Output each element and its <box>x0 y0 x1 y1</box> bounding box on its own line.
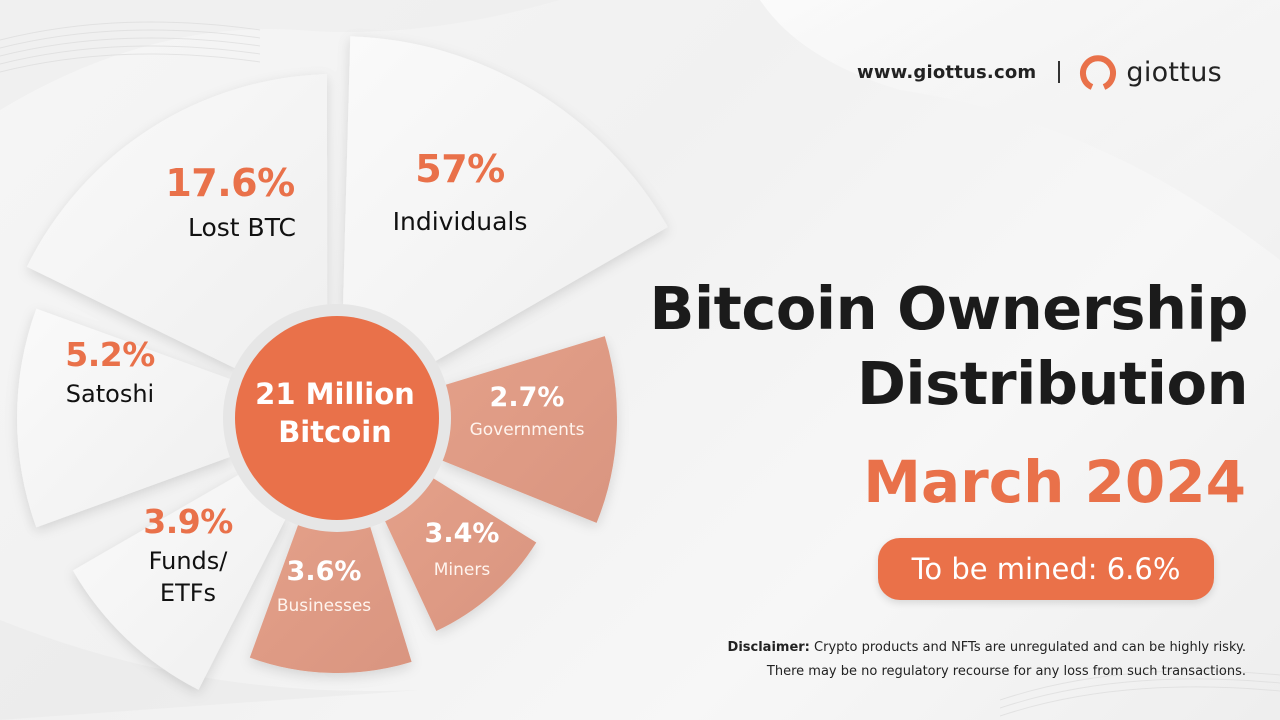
pct-miners: 3.4% <box>424 518 500 549</box>
pct-businesses: 3.6% <box>286 556 362 587</box>
giottus-logo-icon <box>1080 55 1117 90</box>
name-funds-etfs: Funds/ <box>148 547 228 575</box>
center-line-2: Bitcoin <box>278 414 392 449</box>
label-governments: 2.7% Governments <box>452 384 602 441</box>
label-lost-btc: 17.6% Lost BTC <box>140 164 320 243</box>
name-satoshi: Satoshi <box>65 380 155 408</box>
name-individuals: Individuals <box>392 207 528 236</box>
label-individuals: 57% Individuals <box>370 150 550 237</box>
pct-satoshi: 5.2% <box>65 335 155 374</box>
title-line-2: Distribution <box>856 348 1249 418</box>
title-line-1: Bitcoin Ownership <box>649 274 1248 343</box>
disclaimer-line-2: There may be no regulatory recourse for … <box>766 664 1246 679</box>
segment-miners <box>384 477 537 631</box>
segment-businesses <box>249 518 412 674</box>
segment-lost-btc <box>26 74 328 369</box>
center-label: 21 Million Bitcoin <box>235 376 435 451</box>
name-lost-btc: Lost BTC <box>188 213 296 242</box>
pct-lost-btc: 17.6% <box>165 161 295 205</box>
website-link[interactable]: www.giottus.com <box>857 61 1037 83</box>
pct-funds-etfs: 3.9% <box>143 502 233 541</box>
label-miners: 3.4% Miners <box>392 520 532 581</box>
segment-governments <box>440 336 618 523</box>
header: www.giottus.com giottus <box>857 52 1222 92</box>
name-miners: Miners <box>433 560 491 580</box>
center-line-1: 21 Million <box>255 377 415 411</box>
disclaimer-line-1: Crypto products and NFTs are unregulated… <box>814 640 1246 655</box>
name-businesses: Businesses <box>276 596 372 616</box>
disclaimer: Disclaimer: Crypto products and NFTs are… <box>728 636 1246 684</box>
name-funds-etfs-2: ETFs <box>159 578 217 607</box>
pct-governments: 2.7% <box>489 382 565 413</box>
brand-name: giottus <box>1126 56 1222 88</box>
name-governments: Governments <box>469 420 585 440</box>
segment-individuals <box>343 36 668 362</box>
page-title: Bitcoin Ownership Distribution <box>649 272 1248 422</box>
disclaimer-label: Disclaimer: <box>727 640 810 655</box>
to-be-mined-badge: To be mined: 6.6% <box>878 538 1214 600</box>
label-satoshi: 5.2% Satoshi <box>40 338 180 409</box>
label-funds-etfs: 3.9% Funds/ ETFs <box>118 505 258 609</box>
header-divider <box>1058 61 1061 83</box>
pct-individuals: 57% <box>415 147 505 191</box>
label-businesses: 3.6% Businesses <box>254 558 394 617</box>
center-circle <box>235 316 439 520</box>
segment-satoshi <box>17 308 232 528</box>
date-subtitle: March 2024 <box>863 448 1246 516</box>
segment-funds-etfs <box>72 474 287 690</box>
